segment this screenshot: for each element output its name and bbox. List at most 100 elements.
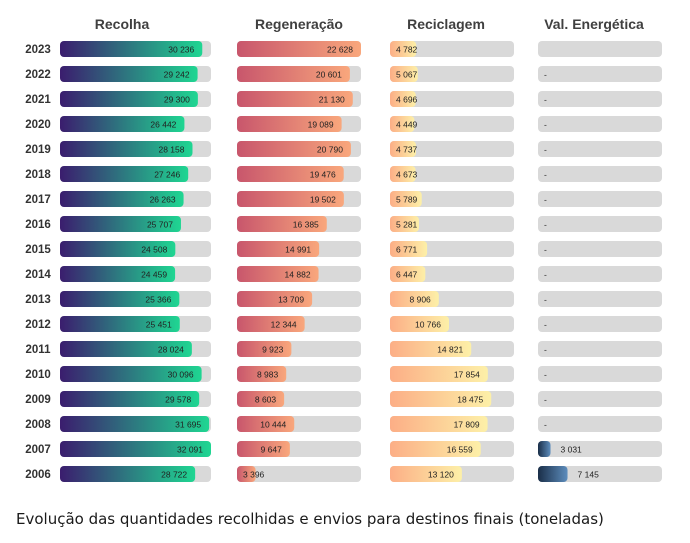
bar-group: 26 263 [60,191,211,207]
bar-group: 22 628 [237,41,361,57]
data-label: 24 508 [141,245,167,255]
bar-group: - [538,216,662,232]
bar-group: - [538,166,662,182]
year-label: 2014 [25,269,51,281]
data-label: 30 096 [168,370,194,380]
bar-group: - [538,291,662,307]
bar-group: 19 476 [237,166,361,182]
bar-group: 8 906 [390,291,514,307]
bar-group: 3 396 [237,466,361,482]
data-label: 6 447 [396,270,418,280]
data-label: 19 476 [310,170,336,180]
bar-group: 6 447 [390,266,514,282]
data-label: 10 444 [260,420,286,430]
data-label: 6 771 [396,245,418,255]
bar-group: 10 444 [237,416,361,432]
bar [237,191,344,207]
bar-group: - [538,391,662,407]
data-label: 5 067 [396,70,418,80]
data-label: - [544,420,547,430]
bar-group: 30 096 [60,366,211,382]
bar [390,416,488,432]
bar-track [538,416,662,432]
data-label: 25 366 [145,295,171,305]
data-label: 25 451 [146,320,172,330]
bar [60,416,210,432]
bar [237,391,285,407]
bar [60,241,176,257]
bar [60,41,203,57]
bar-group: 8 983 [237,366,361,382]
bar-group: 21 130 [237,91,361,107]
bar [237,291,313,307]
bar [237,41,361,57]
data-label: 12 344 [271,320,297,330]
data-label: 9 647 [261,445,283,455]
bar [237,116,342,132]
bar [390,116,415,132]
bar [390,291,439,307]
data-label: 19 502 [310,195,336,205]
data-label: 30 236 [168,45,194,55]
bar-track [390,41,514,57]
year-label: 2007 [25,444,51,456]
bar-track [390,216,514,232]
data-label: - [544,345,547,355]
data-label: 8 983 [257,370,279,380]
bar [390,66,418,82]
bar-group: 31 695 [60,416,211,432]
bar-track [538,266,662,282]
bar [60,316,180,332]
bar-group: 18 475 [390,391,514,407]
bar-group: 17 854 [390,366,514,382]
bar-group: - [538,366,662,382]
bar-group: 19 089 [237,116,361,132]
bar-group: 20 790 [237,141,361,157]
data-label: 17 809 [454,420,480,430]
column-header-2: Regeneração [255,16,343,32]
bar-group: 4 449 [390,116,514,132]
data-label: 14 991 [285,245,311,255]
data-label: 20 601 [316,70,342,80]
bar-group: 14 882 [237,266,361,282]
data-label: - [544,145,547,155]
bar [60,266,176,282]
bar [60,116,185,132]
bar-group: 28 158 [60,141,211,157]
bar-group: 9 923 [237,341,361,357]
bar-group: - [538,341,662,357]
bar-group: 13 120 [390,466,514,482]
bar [390,316,449,332]
bar-group: 25 707 [60,216,211,232]
bar-group: 26 442 [60,116,211,132]
bar-track [538,216,662,232]
bar-group: - [538,91,662,107]
data-label: 32 091 [177,445,203,455]
year-label: 2019 [25,144,51,156]
bar [390,191,422,207]
bar [390,141,416,157]
bar [390,216,419,232]
bar-group: 24 459 [60,266,211,282]
bar-group: 10 766 [390,316,514,332]
bar-track [538,341,662,357]
year-label: 2009 [25,394,51,406]
data-label: 28 158 [158,145,184,155]
bar-group: 29 300 [60,91,211,107]
bar [538,441,551,457]
bar [60,291,180,307]
bar-group: 14 821 [390,341,514,357]
year-label: 2020 [25,119,51,131]
bar [60,341,192,357]
year-label: 2017 [25,194,51,206]
data-label: - [544,220,547,230]
data-label: 29 578 [165,395,191,405]
bar [237,416,295,432]
data-label: 7 145 [578,470,600,480]
bar-group: 12 344 [237,316,361,332]
bar [390,266,426,282]
bar [390,41,417,57]
data-label: 14 821 [437,345,463,355]
chart: Recolha Regeneração Reciclagem Val. Energét… [25,16,662,482]
bar [390,166,416,182]
